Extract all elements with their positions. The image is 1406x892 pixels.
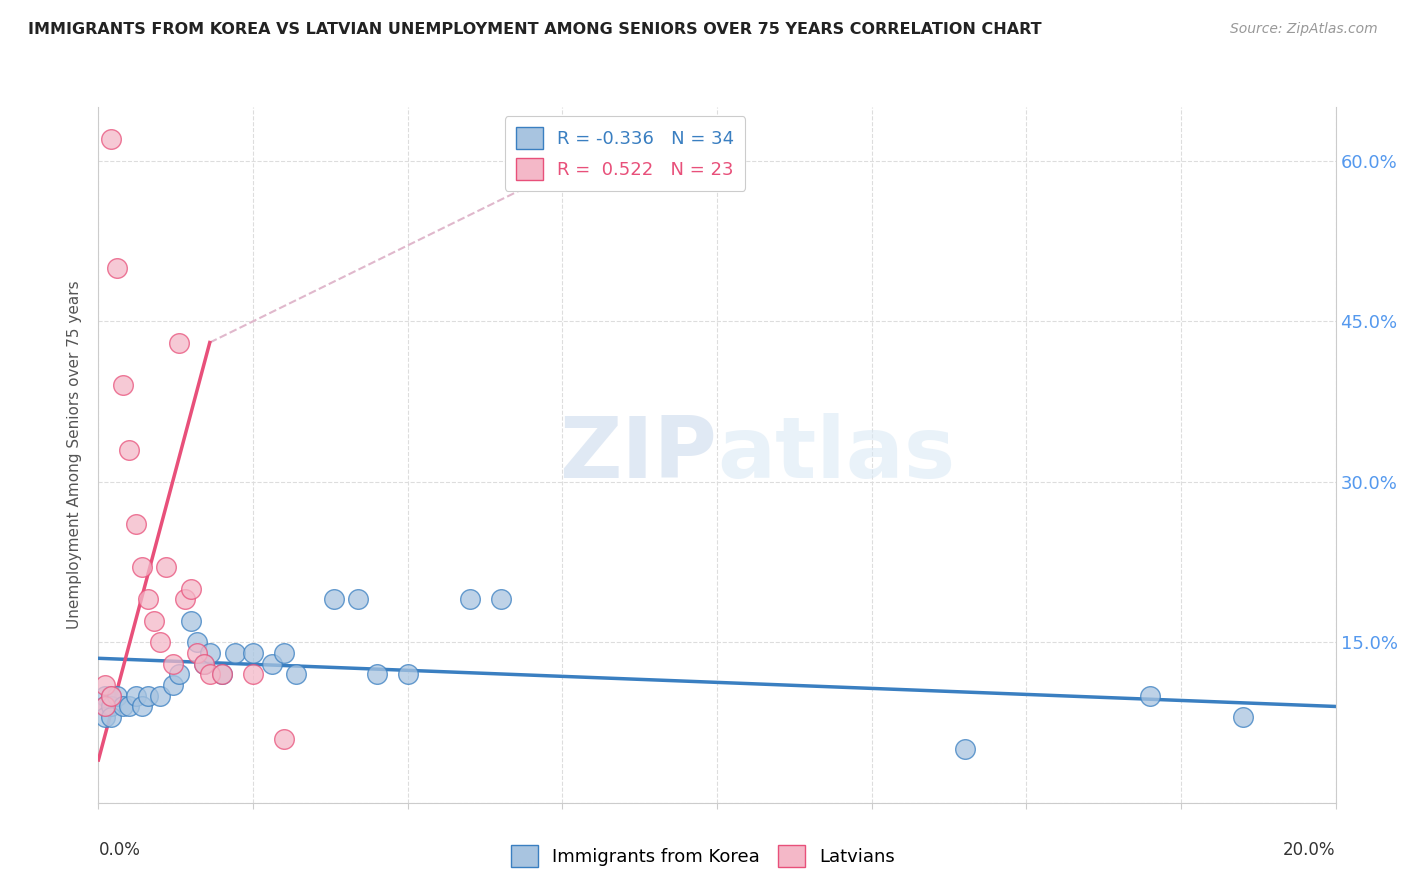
Point xyxy=(100,132,122,146)
Point xyxy=(131,699,153,714)
Point xyxy=(100,689,122,703)
Legend: Immigrants from Korea, Latvians: Immigrants from Korea, Latvians xyxy=(503,838,903,874)
Point xyxy=(149,689,172,703)
Point xyxy=(366,667,388,681)
Point xyxy=(136,689,159,703)
Point xyxy=(953,742,976,756)
Point xyxy=(193,657,215,671)
Point xyxy=(285,667,308,681)
Text: Source: ZipAtlas.com: Source: ZipAtlas.com xyxy=(1230,22,1378,37)
Point xyxy=(211,667,233,681)
Point xyxy=(273,731,295,746)
Point xyxy=(100,710,122,724)
Point xyxy=(131,560,153,574)
Point xyxy=(186,646,208,660)
Text: ZIP: ZIP xyxy=(560,413,717,497)
Point xyxy=(162,678,184,692)
Point xyxy=(242,646,264,660)
Point xyxy=(112,378,135,392)
Point xyxy=(124,517,146,532)
Point xyxy=(1139,689,1161,703)
Point xyxy=(149,635,172,649)
Point xyxy=(136,592,159,607)
Point xyxy=(180,582,202,596)
Point xyxy=(93,689,115,703)
Point xyxy=(180,614,202,628)
Point xyxy=(193,657,215,671)
Point xyxy=(118,442,141,457)
Point xyxy=(211,667,233,681)
Point xyxy=(93,699,115,714)
Text: 20.0%: 20.0% xyxy=(1284,841,1336,859)
Point xyxy=(174,592,197,607)
Point xyxy=(1232,710,1254,724)
Point xyxy=(396,667,419,681)
Point xyxy=(105,260,128,275)
Text: atlas: atlas xyxy=(717,413,955,497)
Point xyxy=(186,635,208,649)
Point xyxy=(167,335,190,350)
Point xyxy=(93,678,115,692)
Point xyxy=(93,710,115,724)
Point xyxy=(224,646,246,660)
Point xyxy=(167,667,190,681)
Point xyxy=(260,657,283,671)
Point xyxy=(458,592,481,607)
Point xyxy=(118,699,141,714)
Point xyxy=(198,646,221,660)
Text: 0.0%: 0.0% xyxy=(98,841,141,859)
Point xyxy=(100,689,122,703)
Point xyxy=(489,592,512,607)
Point xyxy=(322,592,344,607)
Text: IMMIGRANTS FROM KOREA VS LATVIAN UNEMPLOYMENT AMONG SENIORS OVER 75 YEARS CORREL: IMMIGRANTS FROM KOREA VS LATVIAN UNEMPLO… xyxy=(28,22,1042,37)
Legend: R = -0.336   N = 34, R =  0.522   N = 23: R = -0.336 N = 34, R = 0.522 N = 23 xyxy=(505,116,745,191)
Point xyxy=(143,614,166,628)
Point xyxy=(155,560,177,574)
Point xyxy=(124,689,146,703)
Point xyxy=(242,667,264,681)
Point xyxy=(162,657,184,671)
Point xyxy=(100,699,122,714)
Point xyxy=(93,699,115,714)
Point xyxy=(112,699,135,714)
Point xyxy=(273,646,295,660)
Point xyxy=(198,667,221,681)
Y-axis label: Unemployment Among Seniors over 75 years: Unemployment Among Seniors over 75 years xyxy=(67,281,83,629)
Point xyxy=(347,592,370,607)
Point xyxy=(105,689,128,703)
